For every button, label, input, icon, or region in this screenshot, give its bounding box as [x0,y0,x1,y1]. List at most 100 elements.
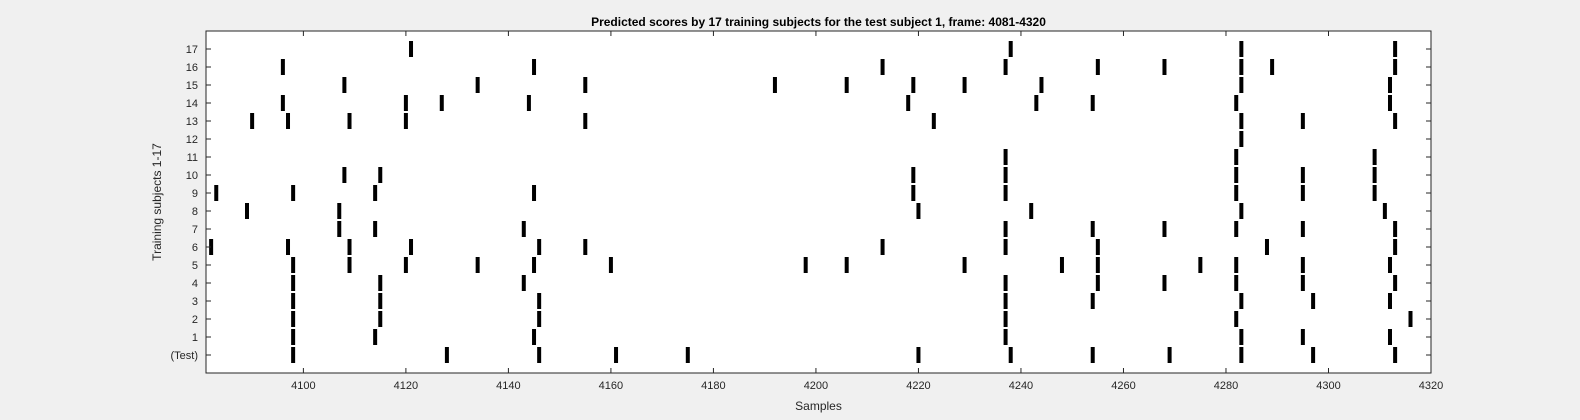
data-marker [1039,77,1044,93]
data-marker [526,95,531,111]
data-marker [409,41,414,57]
data-marker [537,347,542,363]
data-marker [291,257,296,273]
data-marker [1239,347,1244,363]
x-tick-label: 4140 [496,380,520,392]
data-marker [245,203,250,219]
data-marker [1300,257,1305,273]
data-marker [1234,221,1239,237]
data-marker [1162,221,1167,237]
data-marker [347,239,352,255]
data-marker [608,257,613,273]
data-marker [1387,293,1392,309]
data-marker [378,293,383,309]
data-marker [1234,167,1239,183]
data-marker [403,113,408,129]
data-marker [1234,95,1239,111]
data-marker [962,257,967,273]
data-marker [1008,347,1013,363]
x-tick-label: 4300 [1316,380,1340,392]
data-marker [916,203,921,219]
data-marker [1008,41,1013,57]
x-tick-label: 4120 [394,380,418,392]
data-marker [1387,257,1392,273]
data-marker [1003,329,1008,345]
data-marker [911,167,916,183]
chart-title: Predicted scores by 17 training subjects… [591,15,1046,29]
y-tick-label: 10 [186,170,198,182]
data-marker [291,293,296,309]
data-marker [906,95,911,111]
data-marker [403,95,408,111]
data-marker [1090,95,1095,111]
data-marker [373,221,378,237]
data-marker [342,77,347,93]
data-marker [1003,275,1008,291]
data-marker [1003,311,1008,327]
data-marker [475,77,480,93]
data-marker [1003,221,1008,237]
x-tick-label: 4200 [804,380,828,392]
data-marker [1198,257,1203,273]
x-axis: 4100 4120 4140 4160 4180 4200 4220 4240 4260 4280… [291,31,1443,392]
data-marker [880,239,885,255]
data-marker [439,95,444,111]
data-marker [373,329,378,345]
data-marker [583,239,588,255]
data-marker [532,185,537,201]
x-tick-label: 4100 [291,380,315,392]
data-marker [1239,77,1244,93]
data-marker [1167,347,1172,363]
data-marker [291,329,296,345]
data-marker [1029,203,1034,219]
x-tick-label: 4160 [599,380,623,392]
x-axis-label: Samples [795,399,842,413]
data-marker [521,275,526,291]
data-marker [1095,59,1100,75]
data-marker [378,167,383,183]
plot-area [206,31,1431,373]
data-marker [1090,347,1095,363]
data-marker [1234,185,1239,201]
data-marker [1234,257,1239,273]
data-marker [1239,203,1244,219]
data-marker [772,77,777,93]
y-tick-label: 3 [192,296,198,308]
data-marker [1034,95,1039,111]
data-marker [532,329,537,345]
y-tick-label: (Test) [171,350,199,362]
data-marker [844,257,849,273]
data-marker [444,347,449,363]
data-marker [250,113,255,129]
data-marker [1393,275,1398,291]
data-marker [1300,275,1305,291]
data-marker [532,59,537,75]
y-tick-label: 8 [192,206,198,218]
data-marker [1300,113,1305,129]
data-marker [1387,77,1392,93]
data-marker [1095,257,1100,273]
x-tick-label: 4320 [1419,380,1443,392]
data-marker [1264,239,1269,255]
data-marker [280,59,285,75]
y-tick-label: 4 [192,278,198,290]
data-marker [880,59,885,75]
x-tick-label: 4240 [1009,380,1033,392]
data-marker [337,203,342,219]
y-tick-label: 9 [192,188,198,200]
data-marker [537,311,542,327]
data-marker [286,239,291,255]
data-marker [532,257,537,273]
data-marker [1162,275,1167,291]
y-tick-label: 12 [186,134,198,146]
data-marker [1408,311,1413,327]
data-marker [280,95,285,111]
data-marker [1239,113,1244,129]
data-marker [214,185,219,201]
data-marker [1387,329,1392,345]
data-marker [1162,59,1167,75]
data-marker [1372,185,1377,201]
y-tick-label: 11 [187,152,198,164]
